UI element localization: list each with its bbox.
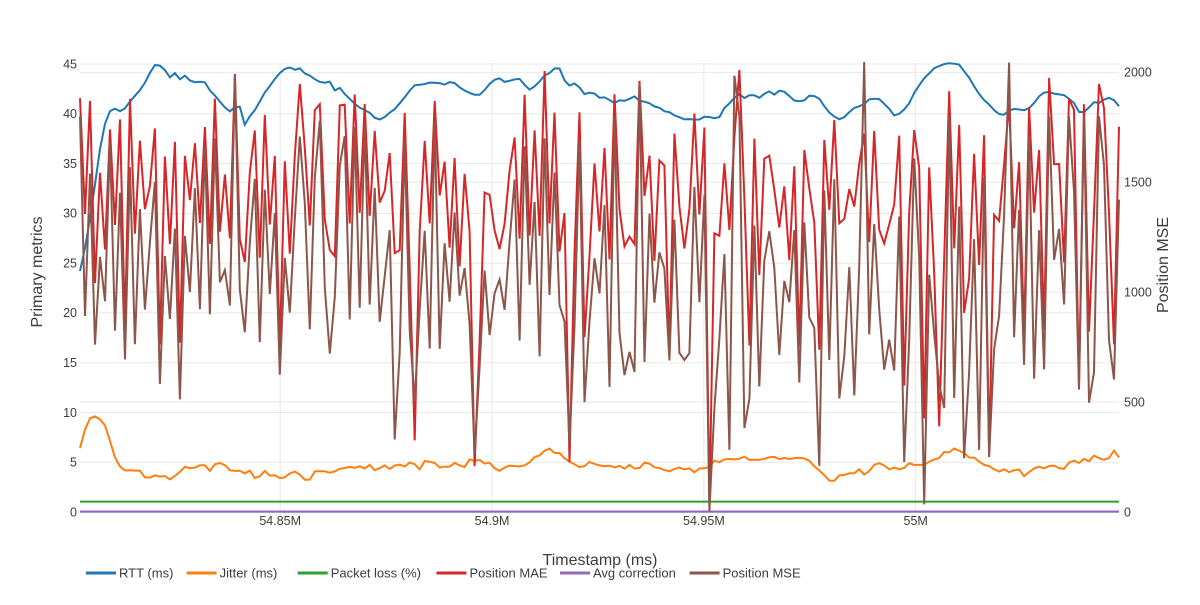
- svg-text:1000: 1000: [1124, 286, 1152, 300]
- svg-text:35: 35: [63, 157, 77, 171]
- svg-text:45: 45: [63, 57, 77, 71]
- svg-text:Position MSE: Position MSE: [723, 565, 801, 580]
- svg-text:15: 15: [63, 356, 77, 370]
- svg-text:30: 30: [63, 207, 77, 221]
- svg-text:Jitter (ms): Jitter (ms): [220, 565, 278, 580]
- svg-text:RTT (ms): RTT (ms): [119, 565, 173, 580]
- svg-text:Primary metrics: Primary metrics: [29, 216, 46, 327]
- svg-text:Timestamp (ms): Timestamp (ms): [543, 552, 658, 569]
- svg-text:40: 40: [63, 107, 77, 121]
- svg-text:0: 0: [1124, 505, 1131, 519]
- svg-text:Position MAE: Position MAE: [470, 565, 548, 580]
- svg-text:54.9M: 54.9M: [475, 514, 510, 528]
- svg-text:1500: 1500: [1124, 176, 1152, 190]
- svg-text:10: 10: [63, 406, 77, 420]
- svg-text:2000: 2000: [1124, 66, 1152, 80]
- svg-text:25: 25: [63, 256, 77, 270]
- svg-text:55M: 55M: [904, 514, 928, 528]
- svg-text:54.85M: 54.85M: [259, 514, 301, 528]
- svg-text:Avg correction: Avg correction: [593, 565, 676, 580]
- svg-text:0: 0: [70, 505, 77, 519]
- svg-text:54.95M: 54.95M: [683, 514, 725, 528]
- svg-text:5: 5: [70, 456, 77, 470]
- svg-text:500: 500: [1124, 395, 1145, 409]
- svg-text:Position MSE: Position MSE: [1155, 217, 1172, 313]
- svg-text:20: 20: [63, 306, 77, 320]
- svg-text:Packet loss (%): Packet loss (%): [331, 565, 421, 580]
